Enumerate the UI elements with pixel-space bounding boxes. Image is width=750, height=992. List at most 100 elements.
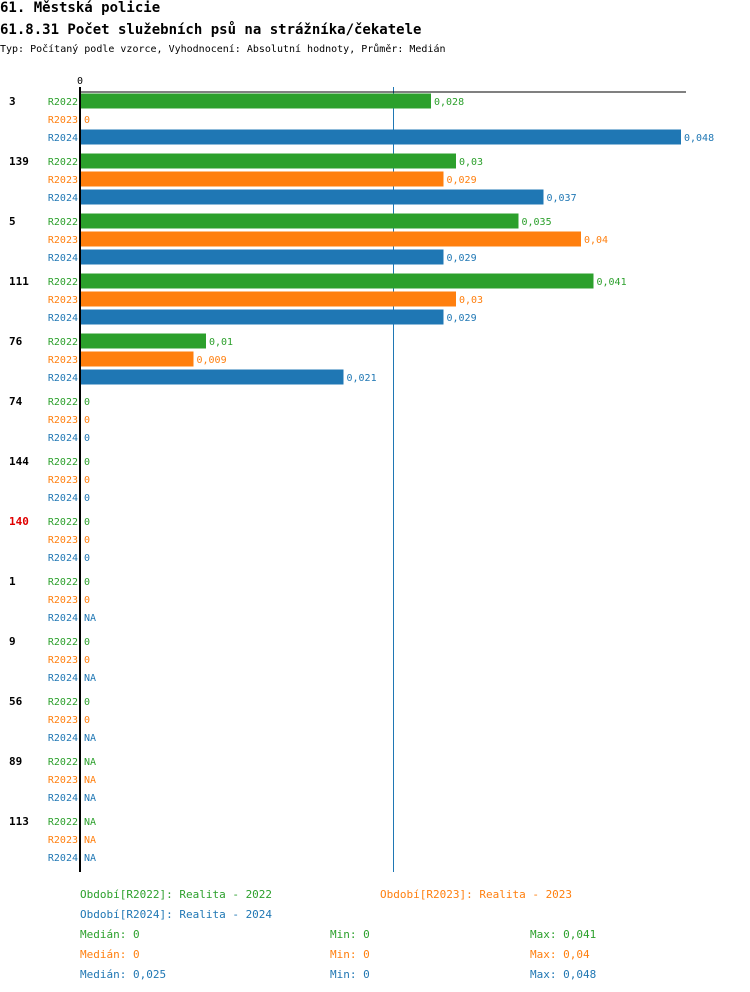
series-label-r2022: R2022: [48, 637, 78, 648]
stat-min-r2023: Min: 0: [330, 948, 370, 961]
series-label-r2023: R2023: [48, 775, 78, 786]
series-label-r2022: R2022: [48, 337, 78, 348]
value-label-r2023: 0: [84, 595, 90, 606]
value-label-r2022: 0: [84, 457, 90, 468]
series-label-r2024: R2024: [48, 793, 78, 804]
value-label-r2022: 0: [84, 397, 90, 408]
series-label-r2023: R2023: [48, 235, 78, 246]
chart-info: Typ: Počítaný podle vzorce, Vyhodnocení:…: [0, 44, 446, 55]
value-label-r2023: 0: [84, 715, 90, 726]
value-label-r2023: 0: [84, 475, 90, 486]
bar-r2023: [81, 171, 444, 187]
value-label-r2022: 0: [84, 637, 90, 648]
series-label-r2023: R2023: [48, 835, 78, 846]
value-label-r2024: 0,037: [547, 193, 577, 204]
stat-max-r2023: Max: 0,04: [530, 948, 590, 961]
value-label-r2024: NA: [84, 673, 96, 684]
value-label-r2023: NA: [84, 835, 96, 846]
bar-r2024: [81, 129, 681, 145]
value-label-r2024: NA: [84, 853, 96, 864]
series-label-r2024: R2024: [48, 253, 78, 264]
stat-median-r2024: Medián: 0,025: [80, 968, 167, 981]
series-label-r2024: R2024: [48, 193, 78, 204]
series-label-r2022: R2022: [48, 397, 78, 408]
series-label-r2023: R2023: [48, 355, 78, 366]
bar-r2024: [81, 249, 444, 265]
group-label: 144: [9, 455, 29, 468]
series-label-r2024: R2024: [48, 733, 78, 744]
value-label-r2024: 0: [84, 553, 90, 564]
group-label: 139: [9, 155, 29, 168]
series-label-r2023: R2023: [48, 715, 78, 726]
bar-r2024: [81, 369, 344, 385]
value-label-r2024: 0,021: [347, 373, 377, 384]
stat-max-r2022: Max: 0,041: [530, 928, 597, 941]
legend-r2022: Období[R2022]: Realita - 2022: [80, 888, 273, 901]
series-label-r2023: R2023: [48, 655, 78, 666]
bar-r2022: [81, 153, 456, 169]
stat-max-r2024: Max: 0,048: [530, 968, 597, 981]
value-label-r2024: 0: [84, 433, 90, 444]
series-label-r2023: R2023: [48, 295, 78, 306]
series-label-r2023: R2023: [48, 415, 78, 426]
value-label-r2023: 0,009: [197, 355, 227, 366]
series-label-r2022: R2022: [48, 757, 78, 768]
series-label-r2022: R2022: [48, 517, 78, 528]
value-label-r2023: 0,03: [459, 295, 483, 306]
bar-r2024: [81, 309, 444, 325]
series-label-r2022: R2022: [48, 217, 78, 228]
group-label: 1: [9, 575, 16, 588]
value-label-r2024: NA: [84, 793, 96, 804]
stat-min-r2024: Min: 0: [330, 968, 370, 981]
page-title: 61. Městská policie: [0, 0, 161, 16]
group-label: 3: [9, 95, 16, 108]
value-label-r2023: 0: [84, 115, 90, 126]
series-label-r2024: R2024: [48, 313, 78, 324]
bar-chart: 3 R2022 0,028 R2023 0 R2024 0,048 139 R2022 0,03 R…: [9, 76, 714, 872]
bar-r2022: [81, 273, 594, 289]
series-label-r2022: R2022: [48, 577, 78, 588]
series-label-r2024: R2024: [48, 853, 78, 864]
value-label-r2023: 0: [84, 535, 90, 546]
value-label-r2022: 0: [84, 577, 90, 588]
value-label-r2022: 0,035: [522, 217, 552, 228]
value-label-r2024: NA: [84, 613, 96, 624]
series-label-r2024: R2024: [48, 553, 78, 564]
value-label-r2024: 0: [84, 493, 90, 504]
group-label: 56: [9, 695, 23, 708]
legend-r2023: Období[R2023]: Realita - 2023: [380, 888, 573, 901]
value-label-r2023: 0,04: [584, 235, 608, 246]
group-label: 89: [9, 755, 22, 768]
value-label-r2022: 0: [84, 697, 90, 708]
group-label: 111: [9, 275, 29, 288]
value-label-r2023: 0,029: [447, 175, 477, 186]
bar-r2022: [81, 93, 431, 109]
series-label-r2022: R2022: [48, 277, 78, 288]
bar-r2023: [81, 231, 581, 247]
series-label-r2022: R2022: [48, 697, 78, 708]
legend-r2024: Období[R2024]: Realita - 2024: [80, 908, 273, 921]
value-label-r2022: NA: [84, 757, 96, 768]
value-label-r2022: 0,028: [434, 97, 464, 108]
value-label-r2024: NA: [84, 733, 96, 744]
series-label-r2023: R2023: [48, 535, 78, 546]
series-label-r2024: R2024: [48, 433, 78, 444]
group-label: 9: [9, 635, 16, 648]
bar-r2023: [81, 291, 456, 307]
series-label-r2024: R2024: [48, 613, 78, 624]
stat-median-r2023: Medián: 0: [80, 948, 140, 961]
value-label-r2024: 0,029: [447, 253, 477, 264]
value-label-r2022: 0,01: [209, 337, 233, 348]
series-label-r2024: R2024: [48, 493, 78, 504]
series-label-r2024: R2024: [48, 373, 78, 384]
group-label: 113: [9, 815, 29, 828]
value-label-r2022: 0,03: [459, 157, 483, 168]
series-label-r2022: R2022: [48, 97, 78, 108]
series-label-r2022: R2022: [48, 457, 78, 468]
group-label: 5: [9, 215, 16, 228]
value-label-r2023: 0: [84, 655, 90, 666]
value-label-r2022: 0,041: [597, 277, 627, 288]
value-label-r2023: 0: [84, 415, 90, 426]
value-label-r2022: 0: [84, 517, 90, 528]
series-label-r2023: R2023: [48, 175, 78, 186]
